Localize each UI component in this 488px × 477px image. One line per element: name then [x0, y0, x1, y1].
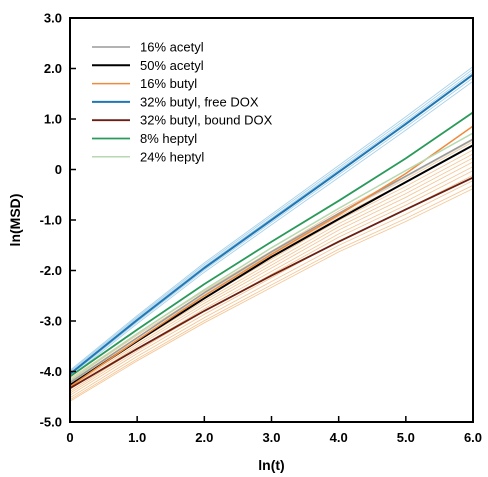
- series-line-6: [69, 132, 474, 382]
- x-tick-label-6: 6.0: [464, 430, 482, 445]
- series-line-4: [69, 176, 474, 389]
- trajectory-line-0-0: [69, 184, 474, 401]
- trajectory-line-0-3: [69, 170, 474, 394]
- legend-label-2: 16% butyl: [140, 76, 197, 91]
- y-tick-label-1: -4.0: [40, 364, 62, 379]
- x-tick-label-3: 3.0: [262, 430, 280, 445]
- trajectory-line-1-1: [69, 71, 474, 374]
- trajectory-line-0-11: [69, 188, 474, 402]
- y-tick-label-4: -1.0: [40, 213, 62, 228]
- x-axis-ticks: 0 1.0 2.0 3.0 4.0 5.0 6.0: [66, 416, 482, 445]
- x-tick-label-2: 2.0: [195, 430, 213, 445]
- legend-label-6: 24% heptyl: [140, 149, 204, 164]
- y-tick-label-8: 3.0: [44, 11, 62, 26]
- y-tick-label-6: 1.0: [44, 112, 62, 127]
- trajectory-line-1-0: [69, 77, 474, 376]
- y-tick-label-2: -3.0: [40, 314, 62, 329]
- series-line-2: [69, 125, 474, 388]
- trajectory-line-0-6: [69, 157, 474, 388]
- trajectory-line-0-5: [69, 161, 474, 390]
- y-tick-label-5: 0: [55, 162, 62, 177]
- y-tick-label-0: -5.0: [40, 415, 62, 430]
- series-line-0: [69, 138, 474, 384]
- legend: 16% acetyl 50% acetyl 16% butyl 32% butyl, …: [92, 40, 273, 164]
- x-tick-label-1: 1.0: [128, 430, 146, 445]
- series-line-5: [69, 111, 474, 378]
- trajectory-line-1-3: [69, 80, 474, 378]
- y-axis-ticks: -5.0 -4.0 -3.0 -2.0 -1.0 0 1.0 2.0 3.0: [40, 11, 76, 430]
- x-tick-label-0: 0: [66, 430, 73, 445]
- trajectory-line-0-1: [69, 180, 474, 399]
- legend-label-0: 16% acetyl: [140, 40, 204, 55]
- series-line-1: [69, 144, 474, 386]
- trajectory-line-1-2: [69, 68, 474, 372]
- legend-label-1: 50% acetyl: [140, 58, 204, 73]
- series-line-3: [69, 73, 474, 375]
- y-axis-title: ln(MSD): [7, 194, 23, 247]
- legend-label-4: 32% butyl, bound DOX: [140, 113, 273, 128]
- x-tick-label-5: 5.0: [397, 430, 415, 445]
- y-tick-label-7: 2.0: [44, 61, 62, 76]
- trajectory-line-1-4: [69, 66, 474, 371]
- series-lines: [69, 73, 474, 389]
- legend-label-5: 8% heptyl: [140, 131, 197, 146]
- x-tick-label-4: 4.0: [330, 430, 348, 445]
- legend-label-3: 32% butyl, free DOX: [140, 94, 259, 109]
- x-axis-title: ln(t): [258, 457, 284, 473]
- y-tick-label-3: -2.0: [40, 263, 62, 278]
